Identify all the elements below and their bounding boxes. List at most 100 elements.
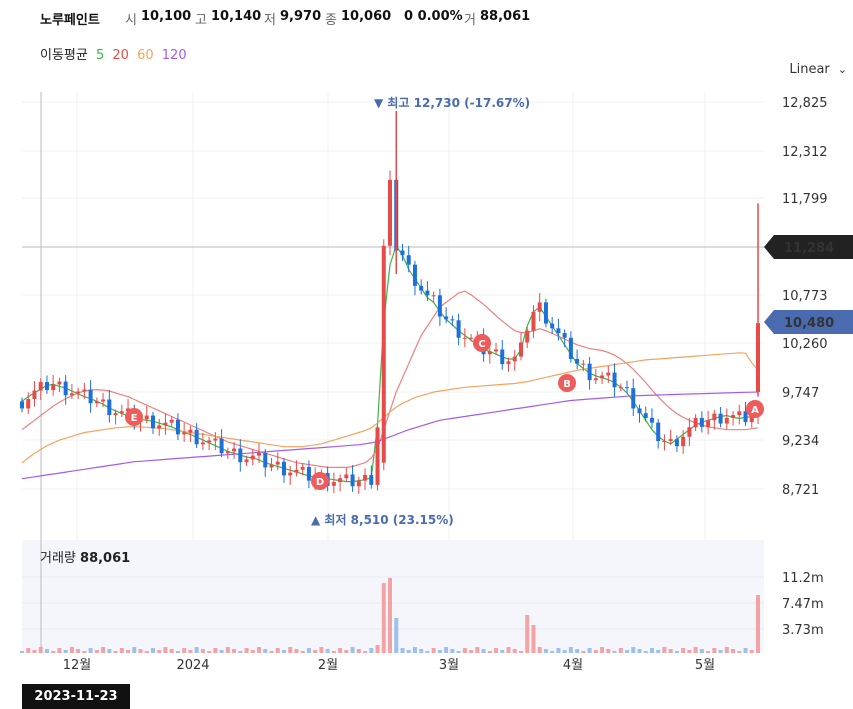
low-label: 저 [264,13,276,28]
candle-body [625,387,630,389]
volume-bar [668,649,673,653]
ma5-label: 5 [95,48,105,63]
volume-bar [606,649,611,653]
high-value: 10,140 [211,9,262,24]
volume-bar [331,651,336,653]
candle-body [699,417,704,427]
y-tick-label: 9,747 [782,386,819,401]
candle-body [731,415,736,418]
volume-bar [531,625,536,653]
event-markers[interactable]: A B C D E [125,334,764,490]
candle-body [82,389,87,392]
ma20-label: 20 [112,48,129,63]
marker-c: C [473,334,491,352]
candle-body [706,420,711,427]
volume-bar [681,648,686,653]
marker-label: A [751,405,759,416]
candle-body [200,442,205,445]
volume-bar [749,650,754,653]
candle-body [20,401,24,409]
y-tick-label: 12,825 [782,96,828,111]
ma-line-120 [21,391,759,480]
volume-bar [581,651,586,653]
volume-bar [512,649,517,653]
volume-panel-title: 거래량 [40,551,76,566]
ma120-label: 120 [161,48,187,63]
volume-bar [699,649,704,653]
candle-body [94,401,99,404]
volume-bar [462,648,467,653]
volume-bar [543,649,548,653]
volume-bar [69,647,74,653]
volume-grid [22,576,764,630]
candle-body [300,466,305,470]
x-tick-label: 5월 [695,658,715,673]
candle-body [144,415,149,420]
chevron-down-icon: ⌄ [837,63,847,76]
volume-bar [356,649,361,653]
candle-body [656,422,661,442]
volume-bar [175,651,180,653]
volume-bar [656,650,661,653]
candle-body [612,372,617,388]
volume-bar [157,650,162,653]
volume-bars [20,578,760,653]
candle-body [718,413,723,424]
y-tick-label: 9,234 [782,434,819,449]
candle-body [587,363,592,381]
volume-bar [637,649,642,653]
candle-body [219,438,224,454]
volume-value: 88,061 [480,9,531,24]
volume-bar [288,647,293,653]
candle-body [188,429,193,433]
volume-bar [200,649,205,653]
volume-bar [107,649,112,653]
candle-body [419,285,424,291]
volume-bar [412,647,417,653]
candle-body [406,255,411,265]
candle-body [26,399,31,409]
candle-body [518,342,523,357]
marker-label: B [563,379,571,390]
candle-body [119,411,124,414]
volume-bar [618,648,623,653]
candle-body [38,382,43,391]
x-axis: 12월 2024 2월 3월 4월 5월 [63,658,715,673]
volume-bar [306,648,311,653]
scale-selector[interactable]: Linear ⌄ [789,62,847,77]
crosshair-price-tag: 11,284 [764,235,853,259]
volume-bar [444,647,449,653]
candle-body [556,328,561,334]
ma-legend[interactable]: 이동평균 5 20 60 120 [40,44,191,63]
candle-body [562,333,567,338]
candle-body [306,466,311,481]
x-tick-label: 2024 [176,658,209,673]
candle-body [232,448,237,452]
candles [20,110,760,494]
volume-bar [706,651,711,653]
candle-body [400,250,405,256]
volume-bar [743,648,748,653]
marker-label: D [316,477,324,488]
candle-body [687,427,692,437]
candle-body [169,419,174,423]
candle-body [600,375,605,379]
candle-body [649,417,654,423]
volume-bar [325,649,330,653]
volume-bar [113,651,118,653]
candle-body [681,436,686,447]
candle-body [674,439,679,447]
moving-averages [21,244,759,483]
y-tick-label: 10,260 [782,337,828,352]
volume-bar [562,650,567,653]
marker-circle [473,334,491,352]
marker-label: C [478,339,485,350]
candle-body [412,264,417,286]
scale-label: Linear [789,62,830,77]
y-tick-label: 10,773 [782,289,828,304]
volume-bar [475,647,480,653]
candle-body [363,474,368,481]
volume-bar [232,649,237,653]
candle-body [76,391,81,394]
